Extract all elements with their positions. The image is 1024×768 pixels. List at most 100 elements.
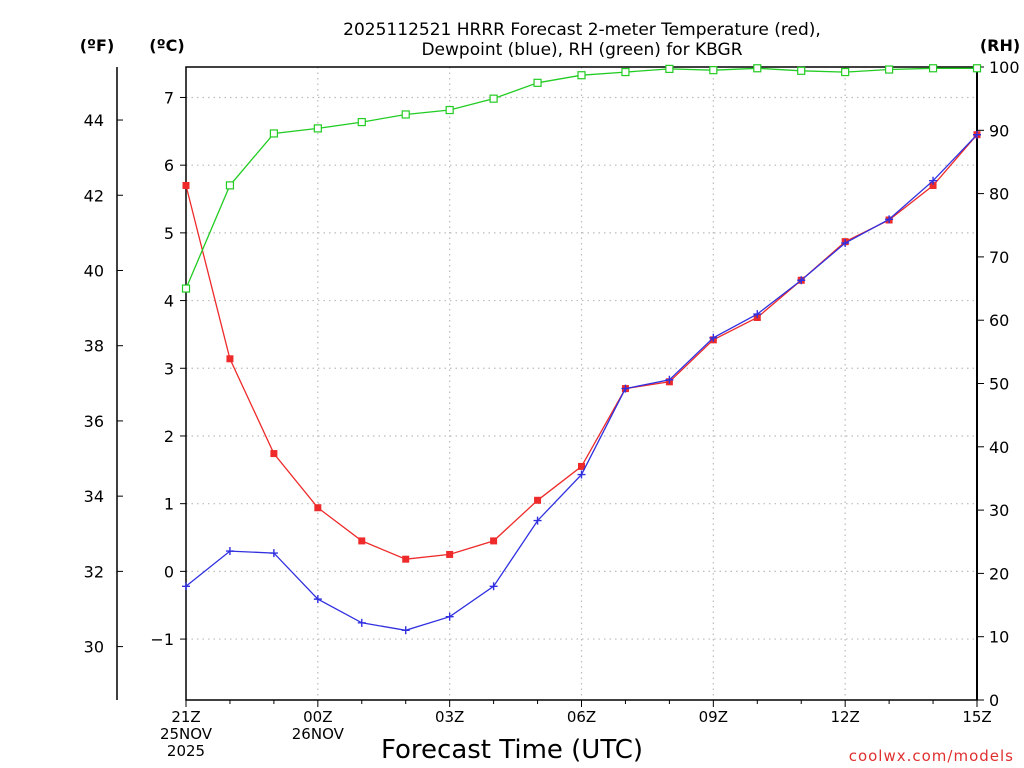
celsius-tick-label: 3 — [164, 359, 174, 378]
data-point — [533, 516, 542, 525]
chart-title-line2: Dewpoint (blue), RH (green) for KBGR — [421, 40, 742, 60]
celsius-tick-label: 4 — [164, 292, 174, 311]
rh-tick-label: 0 — [989, 691, 999, 710]
data-point — [489, 94, 498, 103]
series-2-meter-temperature — [182, 131, 981, 563]
tick-labels: −101234567303234363840424401020304050607… — [84, 58, 1020, 760]
data-point — [797, 66, 806, 75]
x-tick-label: 15Z — [962, 708, 991, 726]
data-point — [841, 239, 850, 248]
x-tick-label: 25NOV — [160, 725, 213, 743]
data-point — [753, 310, 762, 319]
rh-tick-label: 10 — [989, 628, 1009, 647]
fahrenheit-tick-label: 32 — [84, 562, 104, 581]
data-point — [357, 117, 366, 127]
data-point — [401, 626, 410, 635]
rh-tick-label: 70 — [989, 248, 1009, 267]
data-point — [490, 537, 498, 545]
fahrenheit-tick-label: 34 — [84, 487, 104, 506]
data-point — [270, 450, 278, 458]
data-point — [885, 215, 894, 224]
data-point — [313, 124, 322, 133]
data-point — [665, 375, 674, 384]
celsius-tick-label: 2 — [164, 427, 174, 446]
data-series — [181, 64, 982, 635]
data-point — [445, 612, 454, 621]
data-point — [621, 384, 630, 393]
celsius-tick-label: 0 — [164, 562, 174, 581]
celsius-tick-label: −1 — [150, 630, 174, 649]
x-tick-label: 26NOV — [292, 725, 345, 743]
data-point — [709, 333, 718, 342]
data-point — [181, 284, 191, 293]
rh-tick-label: 40 — [989, 438, 1009, 457]
x-tick-label: 00Z — [303, 708, 332, 726]
series-line — [185, 134, 978, 560]
data-point — [972, 64, 982, 73]
celsius-tick-label: 6 — [164, 156, 174, 175]
rh-tick-label: 20 — [989, 564, 1009, 583]
fahrenheit-tick-label: 38 — [84, 337, 104, 356]
data-point — [928, 64, 938, 73]
x-tick-label: 06Z — [567, 708, 596, 726]
data-point — [445, 105, 454, 115]
grid-lines — [186, 67, 977, 700]
data-point — [269, 549, 278, 558]
data-point — [401, 110, 410, 119]
data-point — [577, 470, 586, 479]
x-tick-label: 12Z — [830, 708, 859, 726]
celsius-tick-label: 7 — [164, 88, 174, 107]
data-point — [578, 462, 585, 470]
axes — [116, 66, 984, 707]
x-tick-label: 03Z — [435, 708, 464, 726]
data-point — [929, 176, 938, 185]
data-point — [225, 181, 235, 190]
x-tick-label: 09Z — [699, 708, 728, 726]
data-point — [357, 618, 366, 627]
data-point — [577, 71, 586, 80]
data-point — [709, 66, 718, 75]
data-point — [225, 547, 234, 556]
data-point — [358, 537, 366, 545]
data-point — [534, 496, 542, 504]
series-dewpoint — [182, 130, 981, 635]
rh-tick-label: 60 — [989, 311, 1009, 330]
data-point — [446, 550, 454, 558]
rh-tick-label: 80 — [989, 185, 1009, 204]
data-point — [797, 276, 806, 285]
celsius-tick-label: 5 — [164, 224, 174, 243]
data-point — [314, 504, 322, 512]
data-point — [533, 78, 542, 87]
data-point — [841, 67, 850, 77]
fahrenheit-tick-label: 36 — [84, 412, 104, 431]
data-point — [973, 130, 981, 139]
rh-tick-label: 100 — [989, 58, 1020, 77]
fahrenheit-tick-label: 40 — [84, 261, 104, 280]
rh-unit-label: (RH) — [980, 36, 1020, 55]
x-tick-label: 2025 — [167, 742, 205, 760]
x-tick-label: 21Z — [171, 708, 200, 726]
data-point — [182, 181, 190, 189]
data-point — [226, 355, 234, 363]
data-point — [929, 181, 937, 189]
fahrenheit-tick-label: 30 — [84, 638, 104, 657]
data-point — [182, 582, 190, 591]
fahrenheit-unit-label: (ºF) — [80, 36, 115, 55]
data-point — [402, 555, 410, 563]
data-point — [621, 67, 630, 77]
fahrenheit-tick-label: 44 — [84, 111, 104, 130]
chart-title-line1: 2025112521 HRRR Forecast 2-meter Tempera… — [343, 20, 821, 40]
data-point — [313, 595, 322, 604]
credit-label: coolwx.com/models — [849, 747, 1014, 765]
rh-tick-label: 30 — [989, 501, 1009, 520]
celsius-tick-label: 1 — [164, 495, 174, 514]
data-point — [753, 64, 762, 73]
series-rh — [181, 64, 982, 293]
x-axis-label: Forecast Time (UTC) — [381, 735, 643, 765]
data-point — [269, 129, 278, 138]
rh-tick-label: 90 — [989, 121, 1009, 140]
celsius-unit-label: (ºC) — [149, 36, 184, 55]
rh-tick-label: 50 — [989, 375, 1009, 394]
fahrenheit-tick-label: 42 — [84, 186, 104, 205]
